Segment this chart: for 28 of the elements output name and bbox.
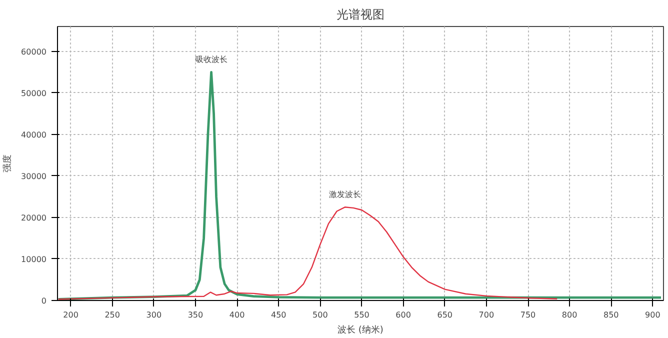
annotation: 吸收波长: [195, 55, 228, 64]
y-axis-title: 强度: [2, 154, 14, 172]
x-tick-label: 400: [229, 310, 245, 320]
annotation: 激发波长: [329, 190, 362, 200]
y-tick-label: 0: [41, 296, 47, 306]
y-tick-label: 20000: [21, 213, 47, 222]
x-axis-title: 波长 (纳米): [338, 324, 384, 336]
line-series: [58, 206, 558, 300]
x-tick-label: 550: [354, 310, 370, 320]
x-tick-label: 300: [146, 310, 162, 320]
x-tick-label: 600: [396, 310, 411, 320]
y-tick-label: 10000: [21, 254, 47, 264]
x-tick-label: 350: [188, 310, 204, 320]
y-tick-label: 40000: [21, 130, 47, 140]
y-tick-label: 30000: [21, 172, 47, 181]
chart-title: 光谱视图: [336, 8, 384, 22]
x-tick-label: 250: [104, 310, 120, 320]
x-tick-label: 850: [603, 310, 619, 320]
x-tick-label: 700: [478, 310, 494, 320]
x-tick-label: 500: [312, 310, 328, 320]
x-tick-label: 200: [63, 310, 78, 320]
y-tick-label: 50000: [21, 88, 47, 98]
x-tick-label: 650: [437, 310, 453, 320]
y-tick-label: 60000: [21, 47, 47, 56]
x-tick-label: 900: [645, 310, 660, 320]
x-tick-label: 450: [270, 310, 286, 320]
x-tick-label: 800: [562, 310, 578, 320]
x-tick-label: 750: [520, 310, 536, 320]
